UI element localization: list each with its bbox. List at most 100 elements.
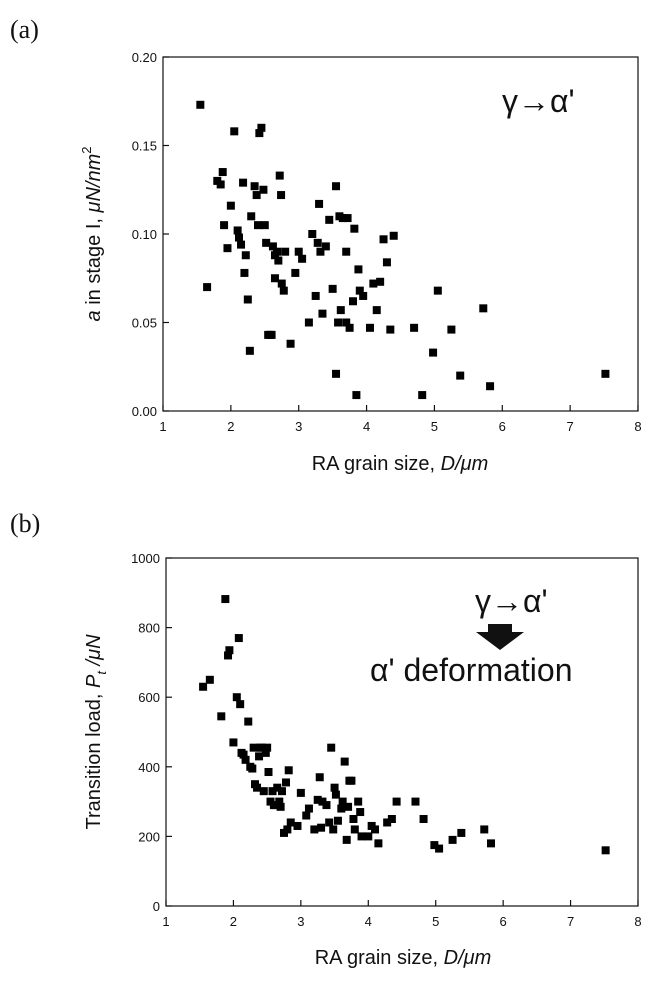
data-point xyxy=(311,291,320,300)
data-point xyxy=(275,171,284,180)
data-point xyxy=(344,802,353,811)
y-axis-title-b-sub: t xyxy=(94,670,109,675)
data-point xyxy=(338,797,347,806)
x-tick-label: 1 xyxy=(162,914,169,929)
data-point xyxy=(330,783,339,792)
data-point xyxy=(248,764,257,773)
y-axis-title-b-plain: Transition load, xyxy=(83,688,105,830)
data-point xyxy=(410,323,419,332)
data-point xyxy=(247,212,256,221)
data-point xyxy=(347,776,356,785)
scatter-points-a xyxy=(196,100,610,400)
x-axis-title-b-plain: RA grain size, xyxy=(315,947,444,969)
panel-label-b: (b) xyxy=(10,509,40,538)
data-point xyxy=(241,755,250,764)
data-point xyxy=(240,268,249,277)
data-point xyxy=(383,818,392,827)
x-tick-label: 5 xyxy=(432,914,439,929)
annotation-a: γ→α' xyxy=(502,83,575,119)
x-tick-label: 4 xyxy=(365,914,372,929)
data-point xyxy=(298,254,307,263)
y-ticks-b: 0 200 400 600 800 1000 xyxy=(131,551,172,914)
data-point xyxy=(229,738,238,747)
data-point xyxy=(257,743,266,752)
data-point xyxy=(374,839,383,848)
data-point xyxy=(273,783,282,792)
data-point xyxy=(435,844,444,853)
data-point xyxy=(328,284,337,293)
x-tick-label: 7 xyxy=(567,914,574,929)
data-point xyxy=(369,279,378,288)
y-tick-label: 0 xyxy=(153,899,160,914)
data-point xyxy=(286,339,295,348)
data-point xyxy=(318,309,327,318)
data-point xyxy=(456,371,465,380)
data-point xyxy=(487,839,496,848)
data-point xyxy=(237,240,246,249)
data-point xyxy=(352,391,361,400)
data-point xyxy=(234,634,243,643)
data-point xyxy=(315,773,324,782)
x-tick-label: 2 xyxy=(230,914,237,929)
data-point xyxy=(429,348,438,357)
data-point xyxy=(389,231,398,240)
x-tick-label: 3 xyxy=(297,914,304,929)
data-point xyxy=(433,286,442,295)
data-point xyxy=(342,247,351,256)
data-point xyxy=(387,815,396,823)
data-point xyxy=(283,825,292,834)
data-point xyxy=(304,318,313,327)
y-tick-label: 600 xyxy=(138,690,160,705)
data-point xyxy=(282,778,291,787)
data-point xyxy=(216,180,225,189)
x-tick-label: 3 xyxy=(295,419,302,434)
down-arrow-icon xyxy=(476,624,524,650)
data-point xyxy=(277,787,286,796)
data-point xyxy=(332,369,341,378)
x-axis-title-a-unit: D/μm xyxy=(441,453,489,475)
data-point xyxy=(448,835,457,844)
data-point xyxy=(244,717,253,726)
data-point xyxy=(318,797,327,806)
x-axis-title-b-unit: D/μm xyxy=(444,947,492,969)
data-point xyxy=(343,214,352,223)
y-tick-label: 200 xyxy=(138,829,160,844)
x-axis-title-a-plain: RA grain size, xyxy=(312,453,441,475)
data-point xyxy=(601,846,610,855)
data-point xyxy=(419,815,428,823)
data-point xyxy=(316,247,325,256)
data-point xyxy=(260,221,269,230)
data-point xyxy=(354,265,363,274)
y-tick-label: 0.05 xyxy=(132,316,157,331)
y-axis-title-b: Transition load, Pt /μN xyxy=(83,634,109,830)
data-point xyxy=(236,700,245,709)
data-point xyxy=(342,318,351,327)
data-point xyxy=(355,286,364,295)
data-point xyxy=(250,182,259,191)
y-axis-title-a: a in stage I, μN/nm2 xyxy=(79,147,105,322)
data-point xyxy=(321,242,330,251)
data-point xyxy=(252,191,261,200)
data-point xyxy=(356,808,365,817)
annotation-b-bottom: α' deformation xyxy=(370,652,572,688)
data-point xyxy=(281,247,290,256)
data-point xyxy=(221,595,230,604)
data-point xyxy=(277,191,286,200)
data-point xyxy=(276,802,285,811)
data-point xyxy=(315,199,324,208)
data-point xyxy=(267,330,276,339)
x-tick-label: 2 xyxy=(227,419,234,434)
data-point xyxy=(379,235,388,244)
x-tick-label: 5 xyxy=(431,419,438,434)
plot-frame-b xyxy=(165,557,639,907)
data-point xyxy=(220,221,229,230)
data-point xyxy=(357,832,366,841)
data-point xyxy=(268,787,277,796)
data-point xyxy=(392,797,401,806)
data-point xyxy=(286,818,295,827)
data-point xyxy=(239,750,248,759)
data-point xyxy=(259,185,268,194)
data-point xyxy=(302,811,311,820)
data-point xyxy=(325,215,334,224)
data-point xyxy=(296,788,305,797)
